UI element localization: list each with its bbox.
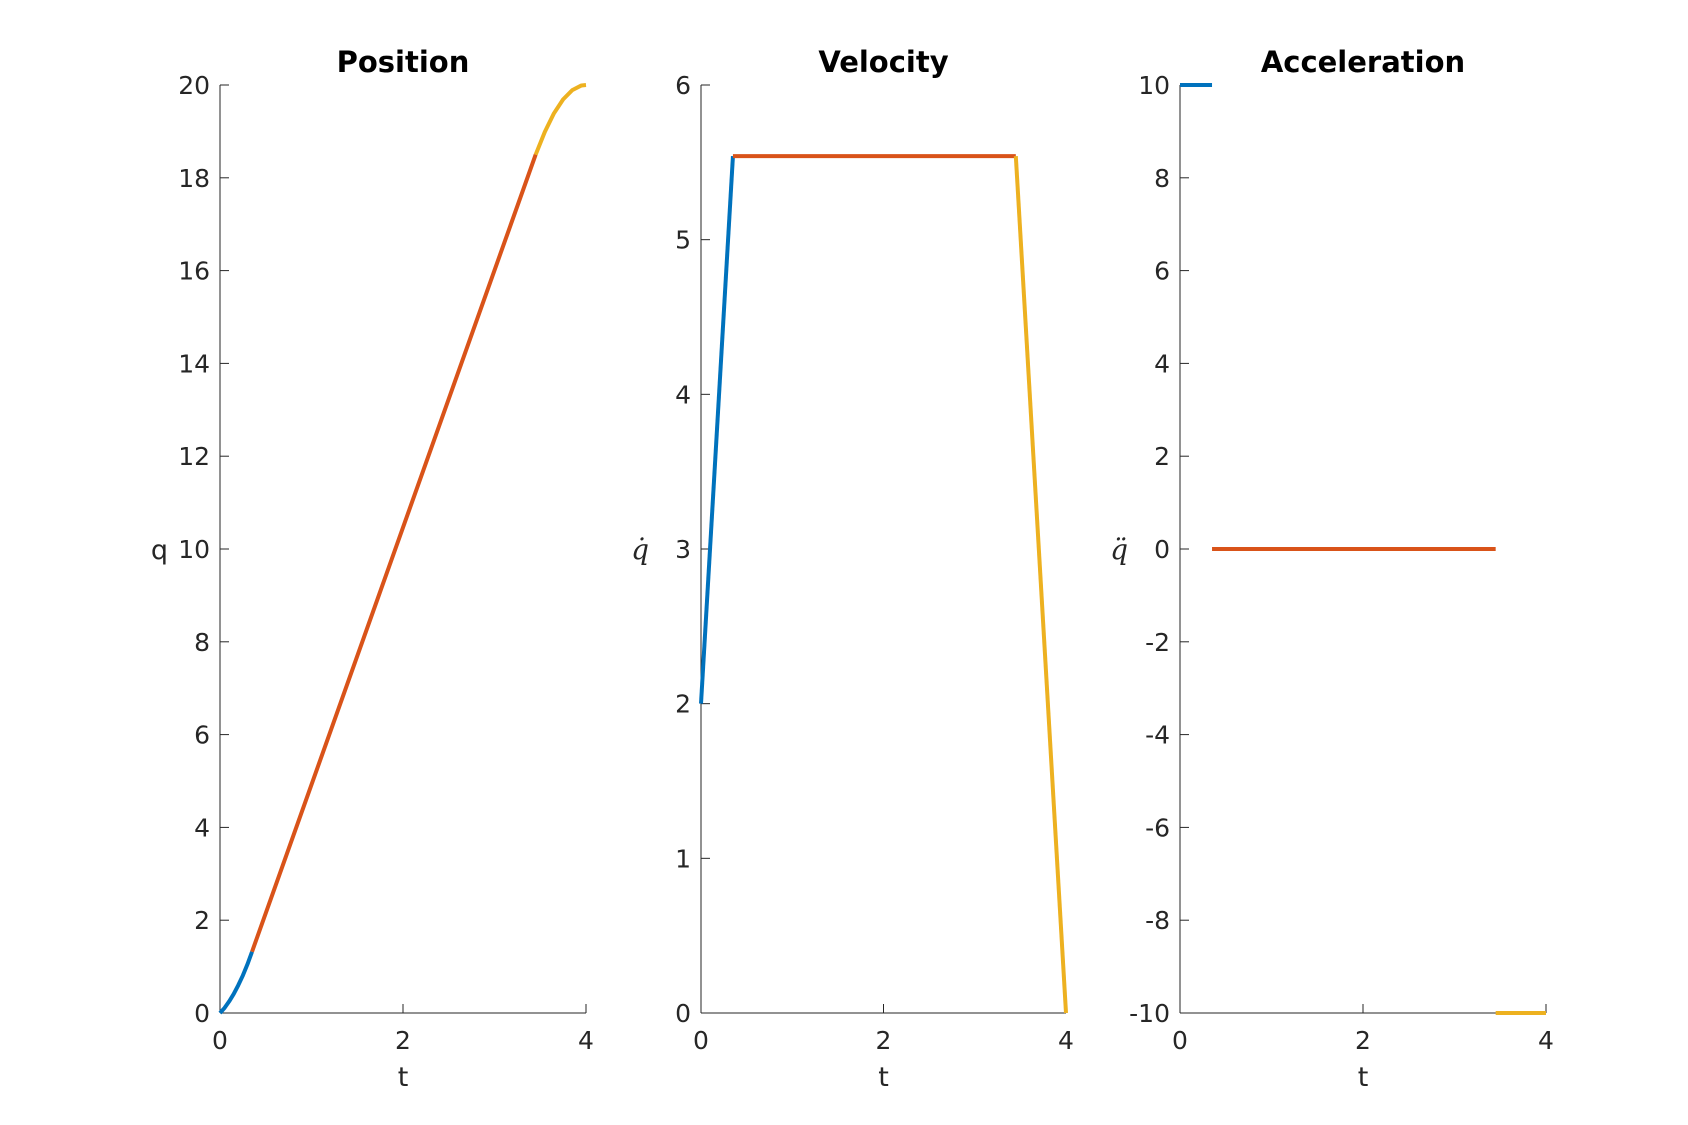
position-ytick-label: 16 bbox=[178, 257, 210, 286]
velocity-ytick-label: 6 bbox=[675, 71, 691, 100]
subplot-acceleration: -10 -8 -6 -4 -2 0 2 4 6 8 10 0 2 4 Acceleration t q̈ bbox=[1110, 45, 1554, 1093]
acceleration-x-label: t bbox=[1358, 1062, 1369, 1093]
velocity-ytick-label: 5 bbox=[675, 226, 691, 255]
position-y-label: q bbox=[151, 535, 168, 566]
position-series-segment-3 bbox=[533, 83, 587, 156]
position-ytick-label: 4 bbox=[194, 813, 210, 842]
position-xtick-label: 0 bbox=[212, 1026, 228, 1055]
position-ytick-label: 2 bbox=[194, 906, 210, 935]
subplot-velocity: 0 1 2 3 4 5 6 0 2 4 Velocity t q̇ bbox=[631, 45, 1074, 1093]
position-ytick-label: 6 bbox=[194, 721, 210, 750]
velocity-ytick-label: 2 bbox=[675, 690, 691, 719]
acceleration-ytick-label: -2 bbox=[1145, 628, 1170, 657]
position-ytick-label: 0 bbox=[194, 999, 210, 1028]
position-ytick-label: 8 bbox=[194, 628, 210, 657]
position-title: Position bbox=[337, 45, 470, 79]
acceleration-y-label: q̈ bbox=[1110, 533, 1128, 566]
acceleration-ytick-label: 2 bbox=[1154, 442, 1170, 471]
acceleration-ytick-label: 10 bbox=[1138, 71, 1170, 100]
velocity-ytick-label: 0 bbox=[675, 999, 691, 1028]
velocity-ytick-label: 4 bbox=[675, 380, 691, 409]
position-ytick-label: 14 bbox=[178, 349, 210, 378]
acceleration-ytick-label: 4 bbox=[1154, 349, 1170, 378]
position-ytick-label: 20 bbox=[178, 71, 210, 100]
velocity-xtick-label: 2 bbox=[876, 1026, 892, 1055]
acceleration-ytick-label: -4 bbox=[1145, 721, 1170, 750]
position-series-segment-2 bbox=[250, 153, 538, 953]
subplot-position: 0 2 4 6 8 10 12 14 16 18 20 0 2 4 Position t q bbox=[151, 45, 594, 1093]
velocity-ytick-label: 3 bbox=[675, 535, 691, 564]
acceleration-ytick-label: -6 bbox=[1145, 813, 1170, 842]
position-series-segment-1 bbox=[218, 951, 254, 1015]
position-xtick-label: 4 bbox=[578, 1026, 594, 1055]
velocity-xtick-label: 4 bbox=[1058, 1026, 1074, 1055]
position-ytick-label: 18 bbox=[178, 164, 210, 193]
acceleration-ytick-label: 8 bbox=[1154, 164, 1170, 193]
position-x-label: t bbox=[398, 1062, 409, 1093]
position-ytick-label: 10 bbox=[178, 535, 210, 564]
acceleration-xtick-label: 4 bbox=[1538, 1026, 1554, 1055]
acceleration-ytick-label: 6 bbox=[1154, 257, 1170, 286]
position-xtick-label: 2 bbox=[395, 1026, 411, 1055]
acceleration-ytick-label: 0 bbox=[1154, 535, 1170, 564]
velocity-series-segment-1 bbox=[699, 156, 735, 704]
acceleration-title: Acceleration bbox=[1261, 45, 1465, 79]
acceleration-ytick-label: -8 bbox=[1145, 906, 1170, 935]
position-ytick-label: 12 bbox=[178, 442, 210, 471]
acceleration-xtick-label: 2 bbox=[1355, 1026, 1371, 1055]
velocity-title: Velocity bbox=[818, 45, 948, 79]
velocity-ytick-label: 1 bbox=[675, 844, 691, 873]
velocity-y-label: q̇ bbox=[631, 533, 649, 566]
velocity-series-segment-3 bbox=[1013, 156, 1068, 1014]
acceleration-ytick-label: -10 bbox=[1129, 999, 1170, 1028]
velocity-xtick-label: 0 bbox=[693, 1026, 709, 1055]
velocity-x-label: t bbox=[878, 1062, 889, 1093]
acceleration-xtick-label: 0 bbox=[1172, 1026, 1188, 1055]
